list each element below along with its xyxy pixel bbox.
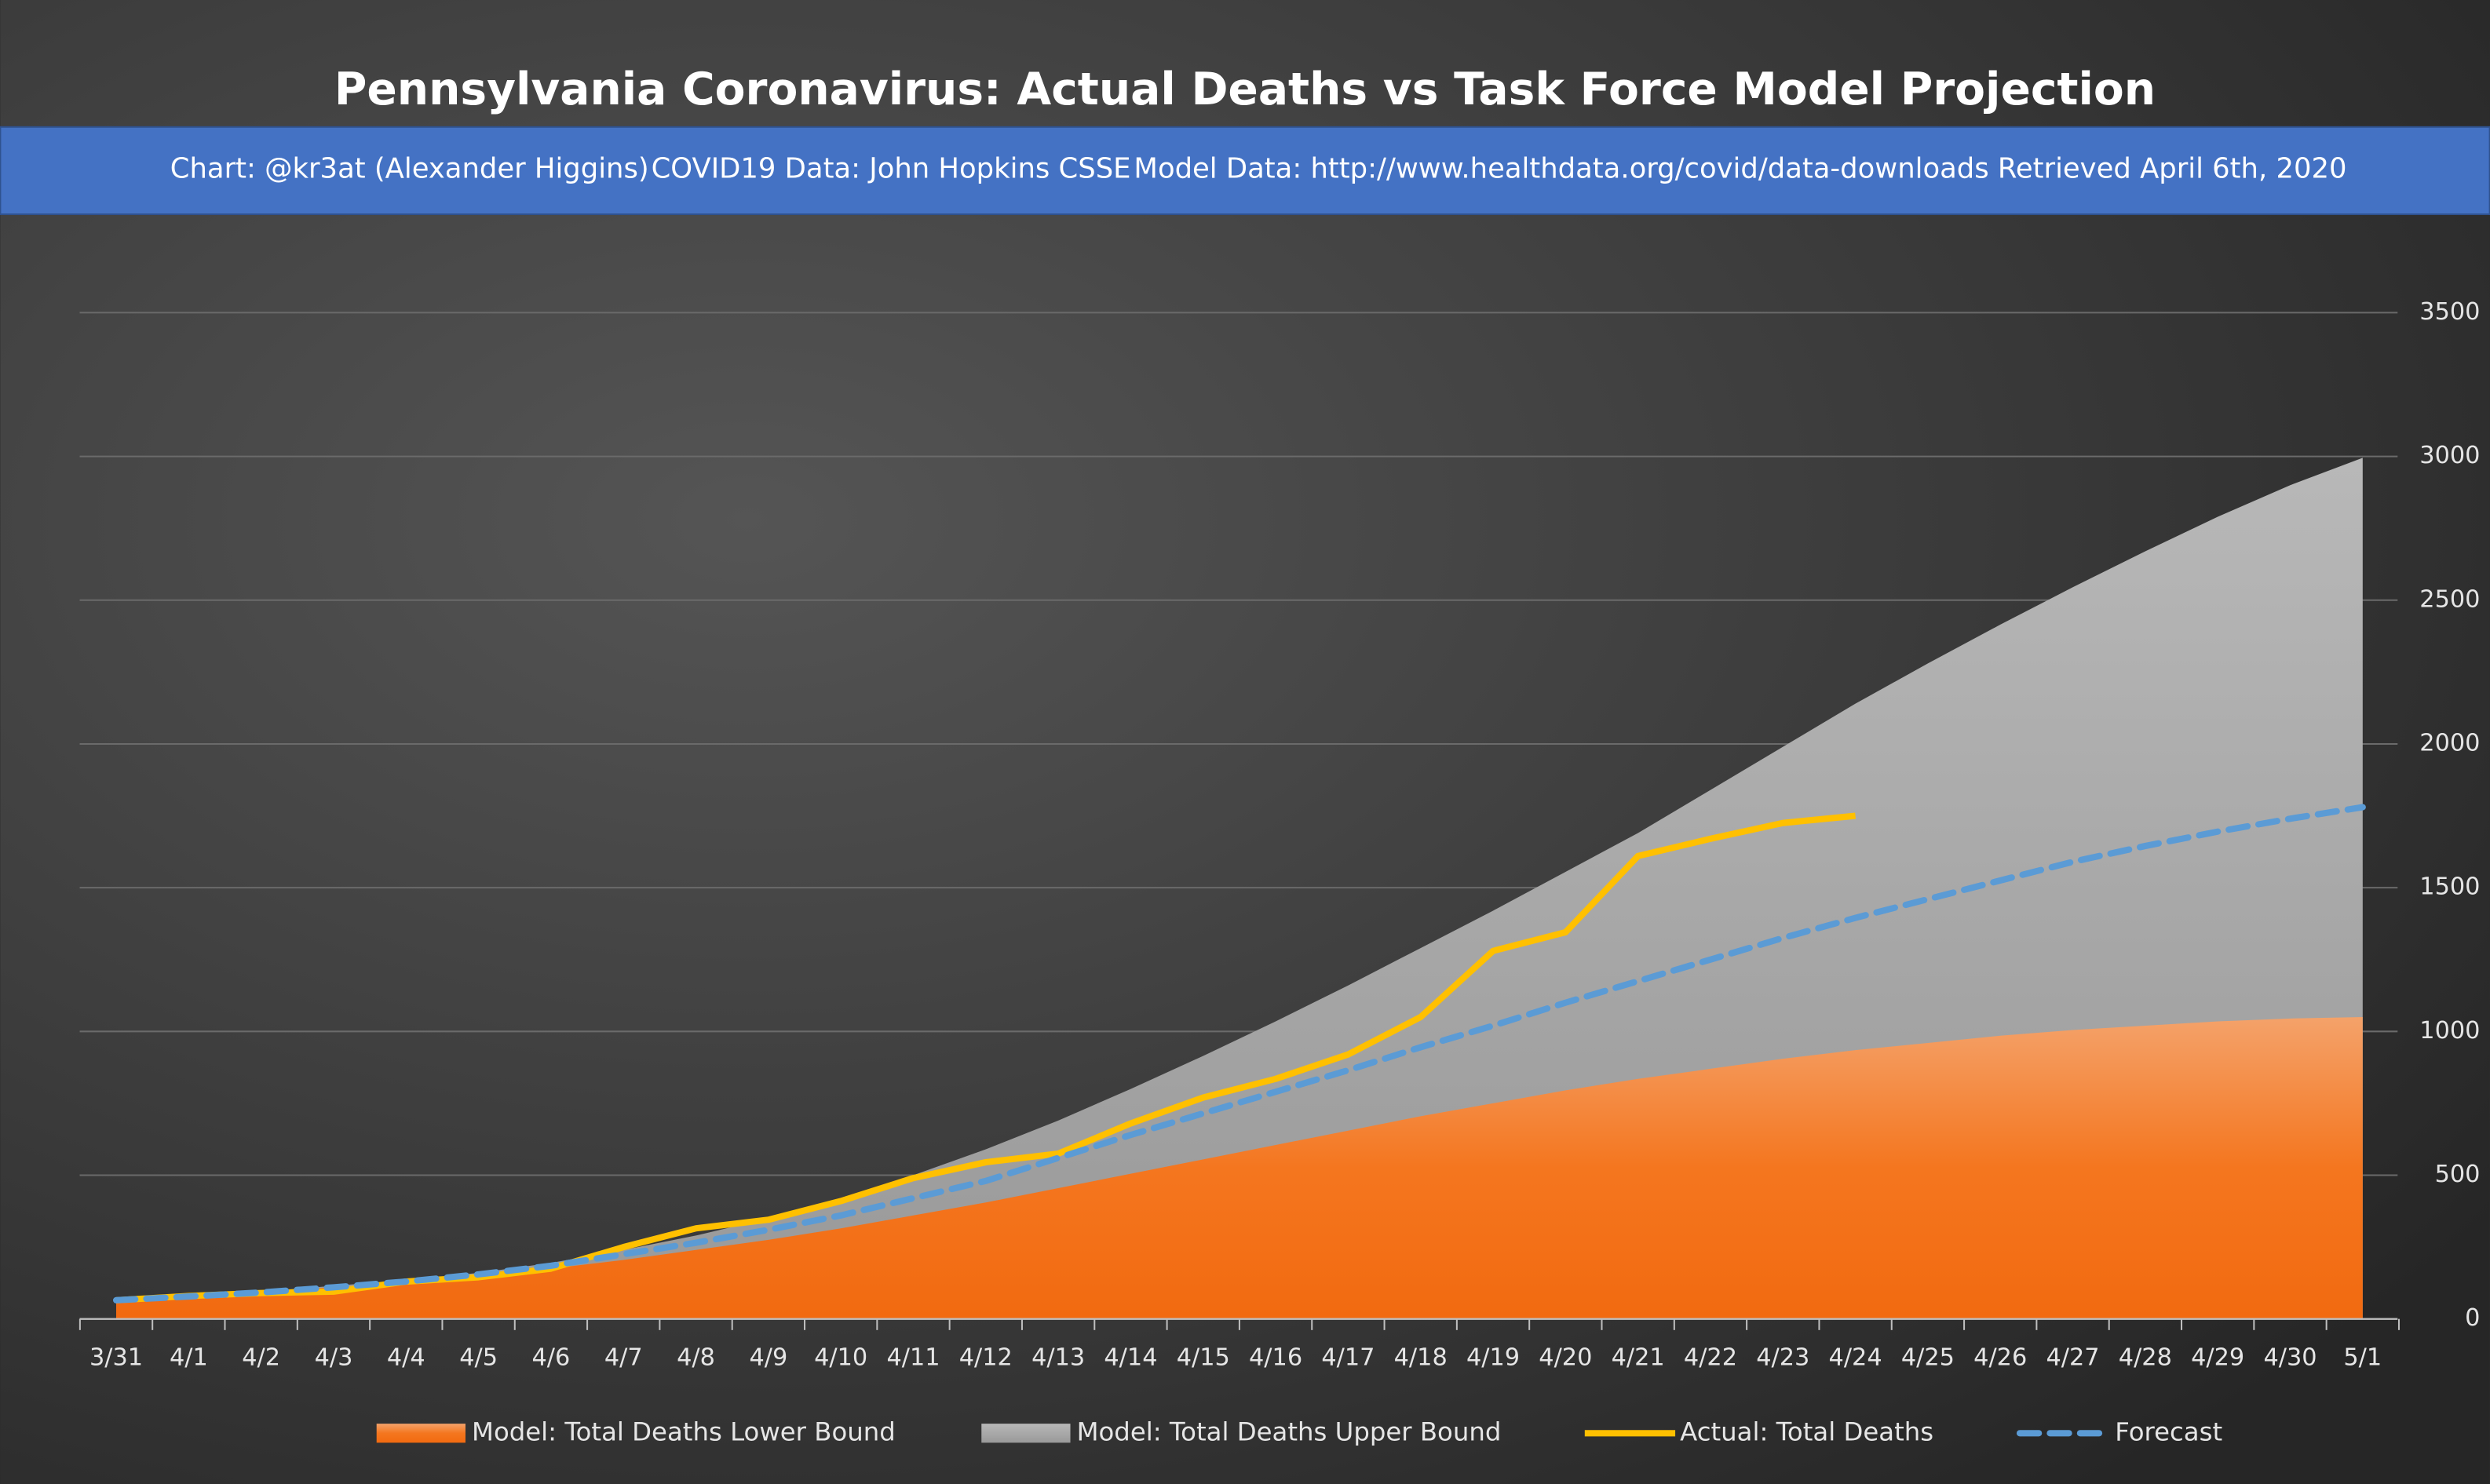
x-tick-label: 4/9 [749,1344,787,1372]
x-tick-label: 4/8 [677,1344,715,1372]
x-tick-label: 4/24 [1829,1344,1882,1372]
subtitle: Model Data: http://www.healthdata.org/co… [1134,152,2346,184]
x-tick-label: 4/26 [1973,1344,2027,1372]
y-tick-label: 2500 [2419,585,2480,613]
x-tick-label: 4/17 [1321,1344,1375,1372]
x-tick-label: 3/31 [89,1344,143,1372]
x-tick-label: 4/5 [459,1344,498,1372]
x-tick-label: 4/12 [959,1344,1013,1372]
x-tick-label: 4/18 [1394,1344,1448,1372]
x-tick-label: 4/4 [387,1344,425,1372]
area [116,1016,2363,1319]
chart-title: Pennsylvania Coronavirus: Actual Deaths … [334,64,2156,115]
x-tick-label: 4/11 [886,1344,940,1372]
x-tick-label: 4/14 [1104,1344,1157,1372]
y-tick-label: 3500 [2419,298,2480,326]
x-tick-label: 4/28 [2119,1344,2172,1372]
x-tick-label: 4/3 [315,1344,353,1372]
subtitle: Chart: @kr3at (Alexander Higgins) [170,152,649,184]
subtitle-band [0,126,2490,216]
x-tick-label: 4/10 [814,1344,867,1372]
subtitle: COVID19 Data: John Hopkins CSSE [652,152,1131,184]
y-tick-label: 1000 [2419,1017,2480,1045]
x-tick-label: 4/27 [2046,1344,2099,1372]
x-tick-label: 5/1 [2343,1344,2382,1372]
x-tick-label: 4/22 [1684,1344,1737,1372]
legend-swatch [376,1424,466,1443]
y-tick-label: 2000 [2419,729,2480,757]
x-tick-label: 4/13 [1031,1344,1085,1372]
x-tick-label: 4/23 [1756,1344,1809,1372]
x-tick-label: 4/7 [604,1344,643,1372]
y-tick-label: 500 [2435,1161,2481,1188]
legend-label: Forecast [2115,1417,2222,1446]
x-tick-label: 4/19 [1466,1344,1520,1372]
legend-label: Model: Total Deaths Lower Bound [472,1417,896,1446]
x-tick-label: 4/25 [1901,1344,1955,1372]
x-tick-label: 4/21 [1612,1344,1665,1372]
x-tick-label: 4/15 [1177,1344,1230,1372]
legend-label: Model: Total Deaths Upper Bound [1077,1417,1502,1446]
x-tick-label: 4/16 [1249,1344,1302,1372]
line [112,804,2366,1304]
x-tick-label: 4/2 [242,1344,280,1372]
legend-label: Actual: Total Deaths [1680,1417,1933,1446]
y-tick-label: 0 [2465,1304,2480,1332]
legend-swatch [981,1424,1071,1443]
x-tick-label: 4/1 [170,1344,208,1372]
x-tick-label: 4/6 [532,1344,571,1372]
x-tick-label: 4/29 [2191,1344,2244,1372]
x-tick-label: 4/30 [2263,1344,2317,1372]
y-tick-label: 3000 [2419,442,2480,469]
y-tick-label: 1500 [2419,873,2480,901]
x-tick-label: 4/20 [1539,1344,1592,1372]
